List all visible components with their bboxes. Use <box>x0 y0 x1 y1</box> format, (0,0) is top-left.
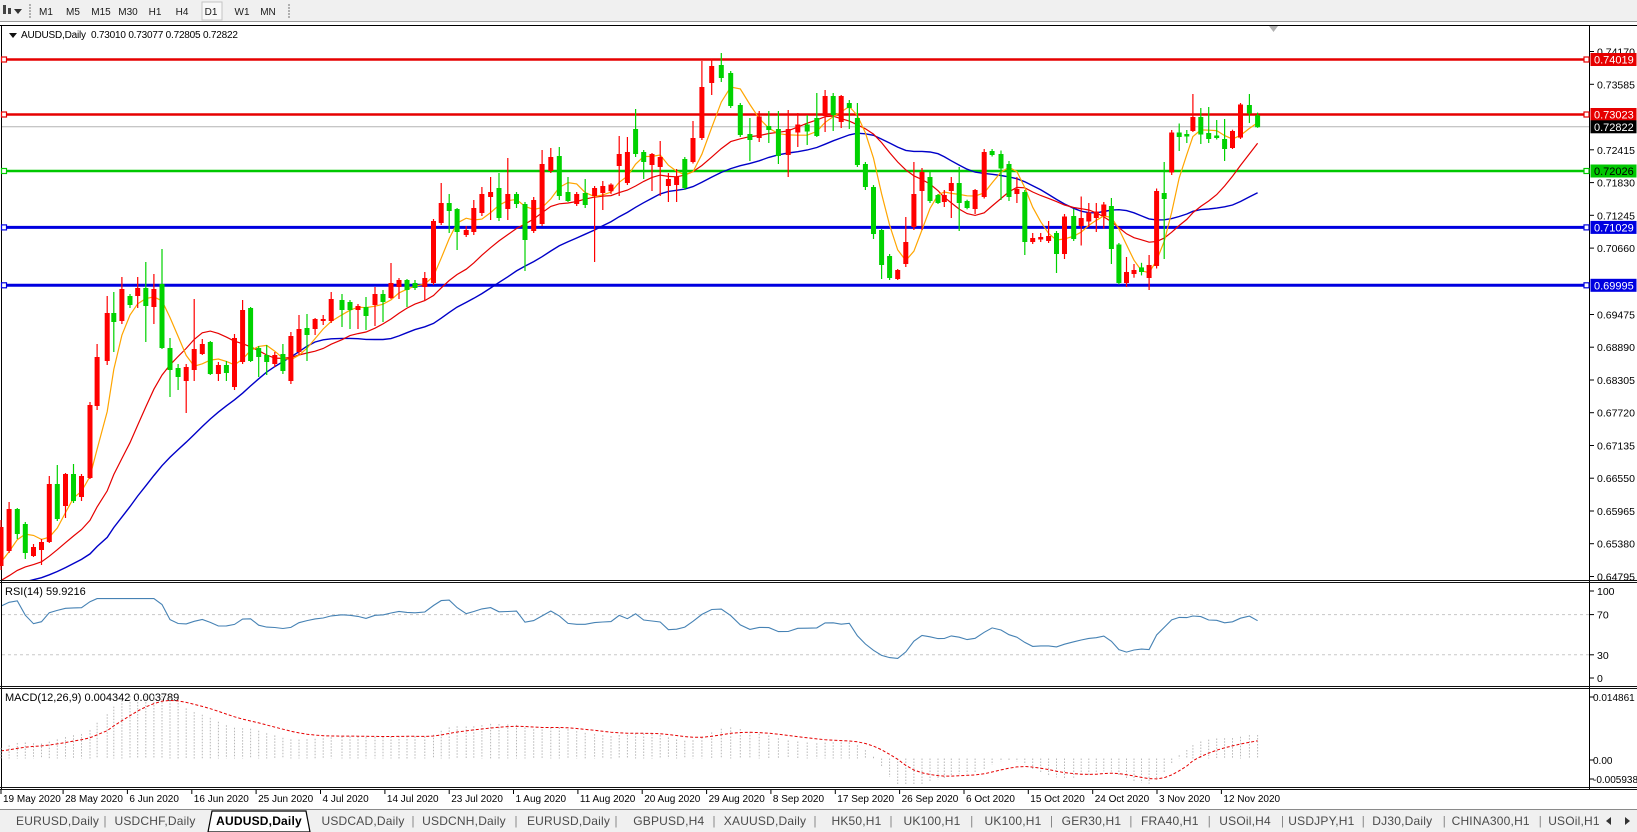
svg-text:25 Jun 2020: 25 Jun 2020 <box>258 794 313 805</box>
svg-text:M30: M30 <box>118 7 138 18</box>
svg-text:30: 30 <box>1597 650 1609 662</box>
svg-text:0.014861: 0.014861 <box>1593 693 1635 704</box>
svg-text:17 Sep 2020: 17 Sep 2020 <box>837 794 894 805</box>
svg-text:H4: H4 <box>176 7 189 18</box>
svg-text:DJ30,Daily: DJ30,Daily <box>1372 814 1432 828</box>
svg-text:AUDUSD,Daily 0.73010 0.73077: AUDUSD,Daily 0.73010 0.73077 0.72805 0.7… <box>21 30 238 41</box>
svg-text:6 Jun 2020: 6 Jun 2020 <box>129 794 179 805</box>
svg-text:M1: M1 <box>39 7 53 18</box>
svg-text:UK100,H1: UK100,H1 <box>985 814 1042 828</box>
svg-text:16 Jun 2020: 16 Jun 2020 <box>194 794 249 805</box>
svg-text:|: | <box>104 816 107 828</box>
svg-text:|: | <box>713 816 716 828</box>
svg-text:100: 100 <box>1597 586 1615 598</box>
svg-text:0.73585: 0.73585 <box>1597 79 1635 91</box>
svg-text:20 Aug 2020: 20 Aug 2020 <box>644 794 701 805</box>
svg-text:0.69995: 0.69995 <box>1594 280 1634 292</box>
svg-text:USDJPY,H1: USDJPY,H1 <box>1288 814 1354 828</box>
svg-text:70: 70 <box>1597 610 1609 622</box>
svg-text:8 Sep 2020: 8 Sep 2020 <box>773 794 825 805</box>
svg-text:0.65380: 0.65380 <box>1597 539 1635 551</box>
svg-text:|: | <box>1539 816 1542 828</box>
svg-text:26 Sep 2020: 26 Sep 2020 <box>902 794 959 805</box>
svg-text:HK50,H1: HK50,H1 <box>831 814 881 828</box>
svg-text:|: | <box>1443 816 1446 828</box>
svg-text:FRA40,H1: FRA40,H1 <box>1141 814 1199 828</box>
svg-text:28 May 2020: 28 May 2020 <box>65 794 123 805</box>
svg-text:MN: MN <box>260 7 276 18</box>
svg-text:0.68890: 0.68890 <box>1597 342 1635 354</box>
svg-text:-0.005938: -0.005938 <box>1593 775 1637 786</box>
svg-text:|: | <box>1362 816 1365 828</box>
svg-text:11 Aug 2020: 11 Aug 2020 <box>580 794 636 805</box>
svg-text:USDCAD,Daily: USDCAD,Daily <box>321 814 404 828</box>
svg-text:6 Oct 2020: 6 Oct 2020 <box>966 794 1015 805</box>
svg-text:CHINA300,H1: CHINA300,H1 <box>1452 814 1530 828</box>
svg-text:UK100,H1: UK100,H1 <box>904 814 961 828</box>
svg-text:0.64795: 0.64795 <box>1597 572 1635 584</box>
svg-text:USOil,H4: USOil,H4 <box>1219 814 1271 828</box>
svg-text:|: | <box>1050 816 1053 828</box>
svg-text:H1: H1 <box>149 7 162 18</box>
svg-text:0.72822: 0.72822 <box>1594 122 1634 134</box>
svg-text:0.66550: 0.66550 <box>1597 473 1635 485</box>
svg-text:0.65965: 0.65965 <box>1597 506 1635 518</box>
svg-text:|: | <box>615 816 618 828</box>
svg-text:14 Jul 2020: 14 Jul 2020 <box>387 794 439 805</box>
svg-text:|: | <box>412 816 415 828</box>
svg-text:29 Aug 2020: 29 Aug 2020 <box>709 794 766 805</box>
svg-text:4 Jul 2020: 4 Jul 2020 <box>323 794 370 805</box>
svg-text:0.74019: 0.74019 <box>1594 55 1634 67</box>
svg-text:24 Oct 2020: 24 Oct 2020 <box>1095 794 1150 805</box>
svg-text:0.67720: 0.67720 <box>1597 408 1635 420</box>
svg-text:USDCHF,Daily: USDCHF,Daily <box>114 814 195 828</box>
svg-text:3 Nov 2020: 3 Nov 2020 <box>1159 794 1211 805</box>
svg-text:12 Nov 2020: 12 Nov 2020 <box>1223 794 1280 805</box>
svg-text:0.71245: 0.71245 <box>1597 210 1635 222</box>
svg-text:GBPUSD,H4: GBPUSD,H4 <box>633 814 704 828</box>
svg-text:0.67135: 0.67135 <box>1597 441 1635 453</box>
svg-text:0.69475: 0.69475 <box>1597 310 1635 322</box>
svg-text:|: | <box>814 816 817 828</box>
svg-text:EURUSD,Daily: EURUSD,Daily <box>16 814 99 828</box>
svg-text:0.70660: 0.70660 <box>1597 243 1635 255</box>
svg-text:W1: W1 <box>235 7 250 18</box>
svg-text:M5: M5 <box>66 7 80 18</box>
svg-text:M15: M15 <box>91 7 111 18</box>
svg-text:23 Jul 2020: 23 Jul 2020 <box>451 794 503 805</box>
svg-text:|: | <box>1281 816 1284 828</box>
svg-text:|: | <box>1129 816 1132 828</box>
svg-text:USDCNH,Daily: USDCNH,Daily <box>422 814 506 828</box>
svg-text:|: | <box>890 816 893 828</box>
svg-text:15 Oct 2020: 15 Oct 2020 <box>1030 794 1085 805</box>
svg-text:GER30,H1: GER30,H1 <box>1062 814 1122 828</box>
svg-text:0.00: 0.00 <box>1593 756 1613 767</box>
svg-text:XAUUSD,Daily: XAUUSD,Daily <box>724 814 806 828</box>
svg-text:AUDUSD,Daily: AUDUSD,Daily <box>216 814 302 828</box>
svg-text:RSI(14) 59.9216: RSI(14) 59.9216 <box>5 586 86 598</box>
svg-text:|: | <box>970 816 973 828</box>
svg-text:|: | <box>1208 816 1211 828</box>
svg-text:0.73023: 0.73023 <box>1594 110 1634 122</box>
svg-text:MACD(12,26,9) 0.004342 0.00378: MACD(12,26,9) 0.004342 0.003789 <box>5 692 179 704</box>
svg-text:0.68305: 0.68305 <box>1597 375 1635 387</box>
svg-text:0.71029: 0.71029 <box>1594 222 1634 234</box>
svg-text:1 Aug 2020: 1 Aug 2020 <box>516 794 567 805</box>
svg-text:USOil,H1: USOil,H1 <box>1548 814 1600 828</box>
svg-text:|: | <box>515 816 518 828</box>
svg-text:0.72026: 0.72026 <box>1594 166 1634 178</box>
svg-text:0.71830: 0.71830 <box>1597 178 1635 190</box>
svg-text:0.72415: 0.72415 <box>1597 145 1635 157</box>
svg-text:0: 0 <box>1597 673 1603 685</box>
svg-text:19 May 2020: 19 May 2020 <box>3 794 61 805</box>
svg-text:D1: D1 <box>205 7 218 18</box>
svg-text:EURUSD,Daily: EURUSD,Daily <box>527 814 610 828</box>
